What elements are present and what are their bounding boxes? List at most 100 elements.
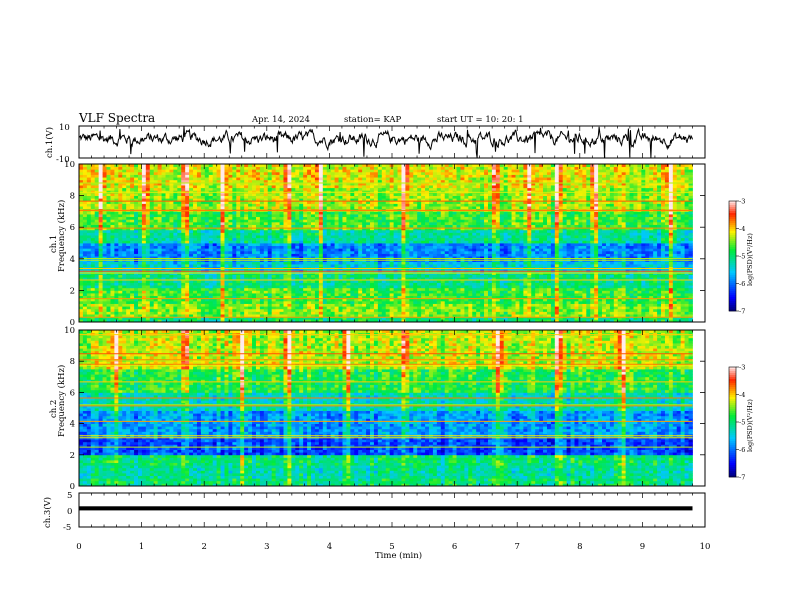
spectrogram-cell	[153, 166, 159, 170]
spectrogram-cell	[397, 287, 402, 291]
spectrogram-cell	[212, 290, 218, 294]
spectrogram-cell	[326, 311, 332, 315]
spectrogram-cell	[263, 216, 269, 220]
spectrogram-cell	[381, 243, 387, 247]
spectrogram-cell	[275, 232, 280, 236]
spectrogram-cell	[287, 203, 292, 207]
spectrogram-cell	[389, 287, 394, 291]
spectrogram-cell	[397, 237, 402, 241]
spectrogram-cell	[90, 166, 96, 170]
spectrogram-cell	[114, 192, 119, 196]
spectrogram-cell	[216, 303, 221, 307]
spectrogram-cell	[271, 243, 277, 247]
spectrogram-cell	[377, 253, 383, 257]
spectrogram-cell	[338, 264, 343, 268]
spectrogram-cell	[86, 300, 92, 304]
spectrogram-cell	[236, 166, 241, 170]
spectrogram-cell	[283, 253, 288, 257]
spectrogram-cell	[122, 316, 127, 320]
spectrogram-cell	[244, 166, 249, 170]
spectrogram-cell	[295, 224, 300, 228]
spectrogram-cell	[342, 203, 347, 207]
spectrogram-cell	[216, 264, 221, 268]
spectrogram-cell	[94, 177, 100, 181]
spectrogram-cell	[389, 303, 394, 307]
spectrogram-cell	[126, 274, 131, 278]
spectrogram-cell	[255, 229, 261, 233]
spectrogram-cell	[157, 214, 162, 218]
spectrogram-cell	[267, 211, 273, 215]
spectrogram-cell	[137, 245, 143, 249]
spectrogram-cell	[295, 235, 300, 239]
spectrogram-cell	[173, 300, 178, 304]
spectrogram-cell	[79, 227, 84, 231]
spectrogram-cell	[169, 248, 174, 252]
spectrogram-cell	[189, 245, 194, 249]
spectrogram-cell	[102, 248, 107, 252]
spectrogram-cell	[161, 290, 166, 294]
spectrogram-cell	[118, 285, 123, 289]
spectrogram-cell	[370, 187, 375, 191]
spectrogram-cell	[161, 206, 166, 210]
spectrogram-cell	[106, 219, 111, 223]
spectrogram-cell	[79, 169, 84, 173]
spectrogram-cell	[244, 245, 249, 249]
spectrogram-cell	[358, 293, 363, 297]
spectrogram-cell	[240, 282, 245, 286]
spectrogram-cell	[401, 179, 406, 183]
spectrogram-cell	[248, 224, 253, 228]
spectrogram-cell	[196, 177, 202, 181]
spectrogram-cell	[275, 187, 280, 191]
spectrogram-cell	[149, 300, 155, 304]
spectrogram-cell	[314, 308, 320, 312]
spectrogram-cell	[118, 306, 123, 310]
spectrogram-cell	[204, 185, 210, 189]
spectrogram-cell	[244, 206, 249, 210]
spectrogram-cell	[283, 243, 288, 247]
spectrogram-cell	[130, 224, 135, 228]
spectrogram-cell	[189, 287, 194, 291]
spectrogram-cell	[141, 227, 147, 231]
spectrogram-cell	[82, 211, 88, 215]
spectrogram-cell	[173, 200, 178, 204]
spectrogram-cell	[322, 229, 328, 233]
spectrogram-cell	[106, 192, 111, 196]
spectrogram-cell	[283, 308, 288, 312]
spectrogram-cell	[346, 245, 351, 249]
spectrogram-cell	[287, 221, 292, 225]
spectrogram-cell	[342, 211, 347, 215]
spectrogram-cell	[291, 187, 296, 191]
spectrogram-cell	[326, 285, 332, 289]
spectrogram-cell	[153, 256, 159, 260]
spectrogram-cell	[385, 287, 391, 291]
spectrogram-cell	[393, 195, 398, 199]
spectrogram-cell	[118, 264, 123, 268]
spectrogram-cell	[157, 245, 162, 249]
spectrogram-cell	[149, 240, 155, 244]
spectrogram-cell	[185, 171, 190, 175]
spectrogram-cell	[385, 214, 391, 218]
spectrogram-cell	[263, 308, 269, 312]
spectrogram-cell	[393, 243, 398, 247]
spectrogram-cell	[228, 264, 233, 268]
spectrogram-cell	[122, 300, 127, 304]
spectrogram-cell	[82, 198, 88, 202]
spectrogram-cell	[141, 219, 147, 223]
spectrogram-cell	[98, 206, 103, 210]
spectrogram-cell	[252, 169, 257, 173]
spectrogram-cell	[252, 224, 257, 228]
spectrogram-cell	[397, 216, 402, 220]
spectrogram-cell	[82, 232, 88, 236]
spectrogram-cell	[126, 290, 131, 294]
spectrogram-cell	[137, 261, 143, 265]
spectrogram-cell	[354, 166, 359, 170]
spectrogram-cell	[330, 243, 336, 247]
spectrogram-cell	[173, 303, 178, 307]
spectrogram-cell	[200, 221, 206, 225]
spectrogram-cell	[130, 198, 135, 202]
spectrogram-cell	[393, 237, 398, 241]
spectrogram-cell	[271, 250, 277, 254]
spectrogram-cell	[299, 185, 304, 189]
spectrogram-cell	[141, 256, 147, 260]
spectrogram-cell	[338, 274, 343, 278]
